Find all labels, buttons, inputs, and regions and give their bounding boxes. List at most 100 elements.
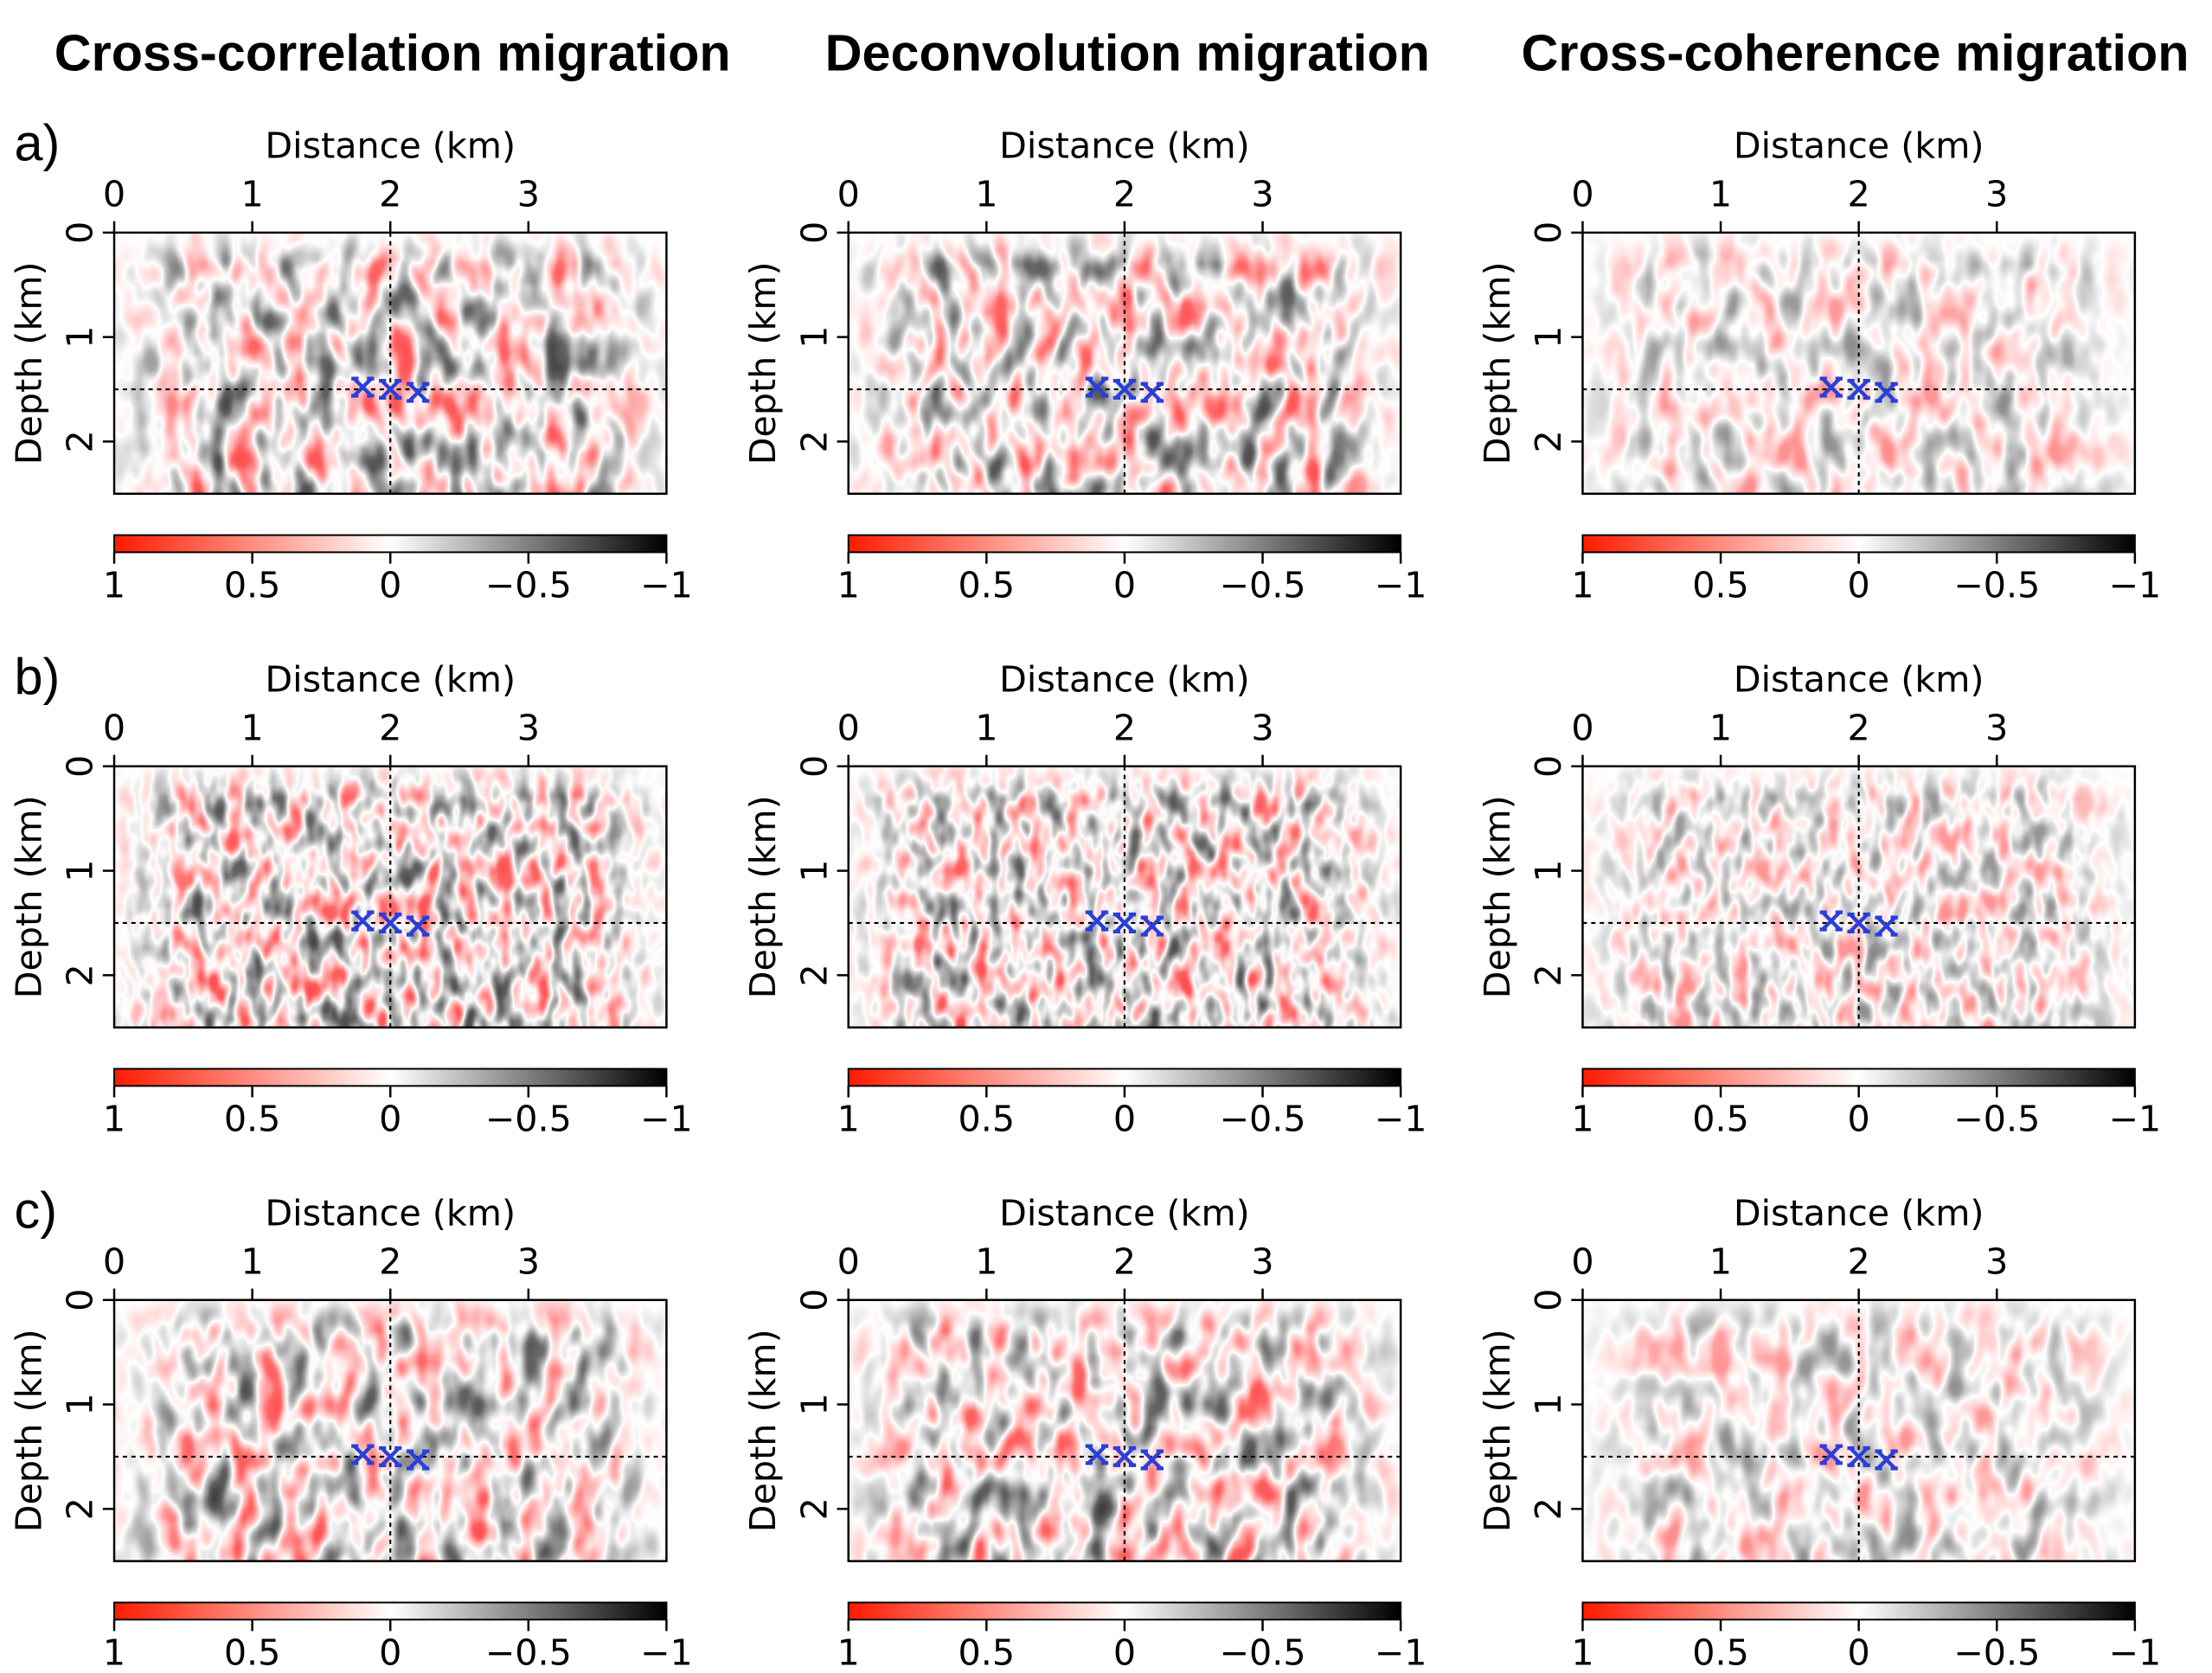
- colorbar-tick-label: −0.5: [1219, 1632, 1305, 1673]
- colorbar: [113, 534, 668, 554]
- y-tick-label: 2: [60, 964, 101, 986]
- y-tick-label: 1: [1528, 859, 1569, 881]
- x-tick-label: 0: [1571, 708, 1593, 749]
- colorbar-tick-label: 0: [379, 565, 401, 606]
- colorbar-tick-label: 1: [837, 565, 860, 606]
- x-tick-label: 0: [1571, 1241, 1593, 1283]
- receiver-marker: [1140, 381, 1164, 403]
- y-axis-label: Depth (km): [742, 261, 784, 465]
- colorbar-tick-label: 0.5: [1692, 1099, 1749, 1140]
- colorbar-tick-label: 1: [837, 1632, 860, 1673]
- y-tick-label: 2: [1528, 964, 1569, 986]
- colorbar-tick-label: 0.5: [959, 565, 1016, 606]
- x-tick-label: 3: [1251, 174, 1273, 215]
- y-axis-label: Depth (km): [8, 795, 49, 998]
- colorbar-tick-label: −1: [640, 1632, 693, 1673]
- receiver-marker: [351, 910, 375, 932]
- y-tick-label: 0: [1528, 755, 1569, 778]
- colorbar-tick-label: −0.5: [1219, 565, 1305, 606]
- y-tick-label: 2: [793, 1497, 835, 1520]
- y-axis-label: Depth (km): [1477, 1329, 1518, 1532]
- colorbar-tick-label: 0: [1113, 565, 1136, 606]
- colorbar-tick-label: −1: [2108, 565, 2161, 606]
- colorbar-tick-label: 0.5: [959, 1099, 1016, 1140]
- colorbar: [1581, 1067, 2136, 1087]
- receiver-marker: [1847, 378, 1870, 401]
- receiver-marker: [1112, 1445, 1137, 1467]
- colorbar-tick-label: 1: [1571, 565, 1593, 606]
- colorbar-tick-label: 1: [837, 1099, 860, 1140]
- x-axis-label: Distance (km): [265, 125, 516, 167]
- y-axis-label: Depth (km): [8, 1329, 49, 1532]
- colorbar-tick-label: −0.5: [485, 1099, 572, 1140]
- colorbar-tick-label: −1: [1375, 565, 1427, 606]
- colorbar-tick-label: −1: [2108, 1099, 2161, 1140]
- x-tick-label: 0: [1571, 174, 1593, 215]
- colorbar: [1581, 534, 2136, 554]
- x-axis-label: Distance (km): [1734, 659, 1984, 701]
- column-title: Cross-correlation migration: [54, 24, 731, 82]
- receiver-marker: [1140, 915, 1164, 937]
- colorbar: [113, 1067, 668, 1087]
- x-tick-label: 1: [1709, 174, 1732, 215]
- x-tick-label: 1: [975, 1241, 997, 1283]
- x-axis-label: Distance (km): [1734, 125, 1984, 167]
- y-tick-label: 0: [60, 755, 101, 778]
- receiver-marker: [351, 1444, 375, 1465]
- x-tick-label: 1: [1709, 1241, 1732, 1283]
- colorbar-tick-label: 0: [1848, 565, 1870, 606]
- y-tick-label: 2: [1528, 1497, 1569, 1520]
- y-tick-label: 0: [60, 221, 101, 244]
- y-tick-label: 2: [1528, 430, 1569, 452]
- y-tick-label: 0: [60, 1289, 101, 1311]
- colorbar-tick-label: 1: [1571, 1632, 1593, 1673]
- colorbar-tick-label: 1: [103, 1632, 125, 1673]
- y-tick-label: 0: [1528, 1289, 1569, 1311]
- x-tick-label: 1: [240, 1241, 263, 1283]
- y-axis-label: Depth (km): [1477, 261, 1518, 465]
- y-tick-label: 1: [793, 859, 835, 881]
- receiver-marker: [1085, 376, 1109, 398]
- colorbar-tick-label: 0.5: [224, 565, 281, 606]
- receiver-marker: [1112, 912, 1137, 934]
- x-tick-label: 2: [1113, 708, 1136, 749]
- colorbar-tick-label: 0.5: [1692, 1632, 1749, 1673]
- x-tick-label: 1: [1709, 708, 1732, 749]
- colorbar-tick-label: −0.5: [1953, 565, 2040, 606]
- x-tick-label: 2: [1848, 174, 1870, 215]
- column-title: Cross-coherence migration: [1522, 24, 2190, 82]
- y-axis-label: Depth (km): [1477, 795, 1518, 998]
- y-tick-label: 2: [60, 430, 101, 452]
- colorbar-tick-label: −0.5: [1219, 1099, 1305, 1140]
- receiver-marker: [1140, 1449, 1164, 1471]
- x-tick-label: 0: [103, 708, 125, 749]
- colorbar-tick-label: 0.5: [1692, 565, 1749, 606]
- x-tick-label: 0: [103, 174, 125, 215]
- y-tick-label: 2: [793, 430, 835, 452]
- x-tick-label: 1: [975, 174, 997, 215]
- colorbar-tick-label: −1: [2108, 1632, 2161, 1673]
- x-axis-label: Distance (km): [999, 125, 1250, 167]
- colorbar-tick-label: −0.5: [1953, 1632, 2040, 1673]
- y-tick-label: 1: [60, 326, 101, 349]
- x-tick-label: 3: [1985, 174, 2008, 215]
- column-title: Deconvolution migration: [825, 24, 1430, 82]
- colorbar-tick-label: 0: [379, 1632, 401, 1673]
- x-axis-label: Distance (km): [999, 1192, 1250, 1234]
- y-tick-label: 1: [60, 1393, 101, 1415]
- colorbar: [847, 1601, 1402, 1621]
- y-tick-label: 1: [1528, 326, 1569, 349]
- colorbar: [113, 1601, 668, 1621]
- x-tick-label: 3: [517, 1241, 540, 1283]
- row-label: a): [15, 114, 61, 172]
- x-tick-label: 3: [1251, 708, 1273, 749]
- y-tick-label: 2: [60, 1497, 101, 1520]
- x-tick-label: 2: [379, 708, 401, 749]
- x-tick-label: 1: [240, 174, 263, 215]
- x-tick-label: 0: [837, 708, 860, 749]
- receiver-marker: [379, 378, 402, 401]
- colorbar-tick-label: −1: [1375, 1099, 1427, 1140]
- y-tick-label: 1: [793, 326, 835, 349]
- receiver-marker: [1875, 915, 1898, 937]
- colorbar-tick-label: 0: [1113, 1099, 1136, 1140]
